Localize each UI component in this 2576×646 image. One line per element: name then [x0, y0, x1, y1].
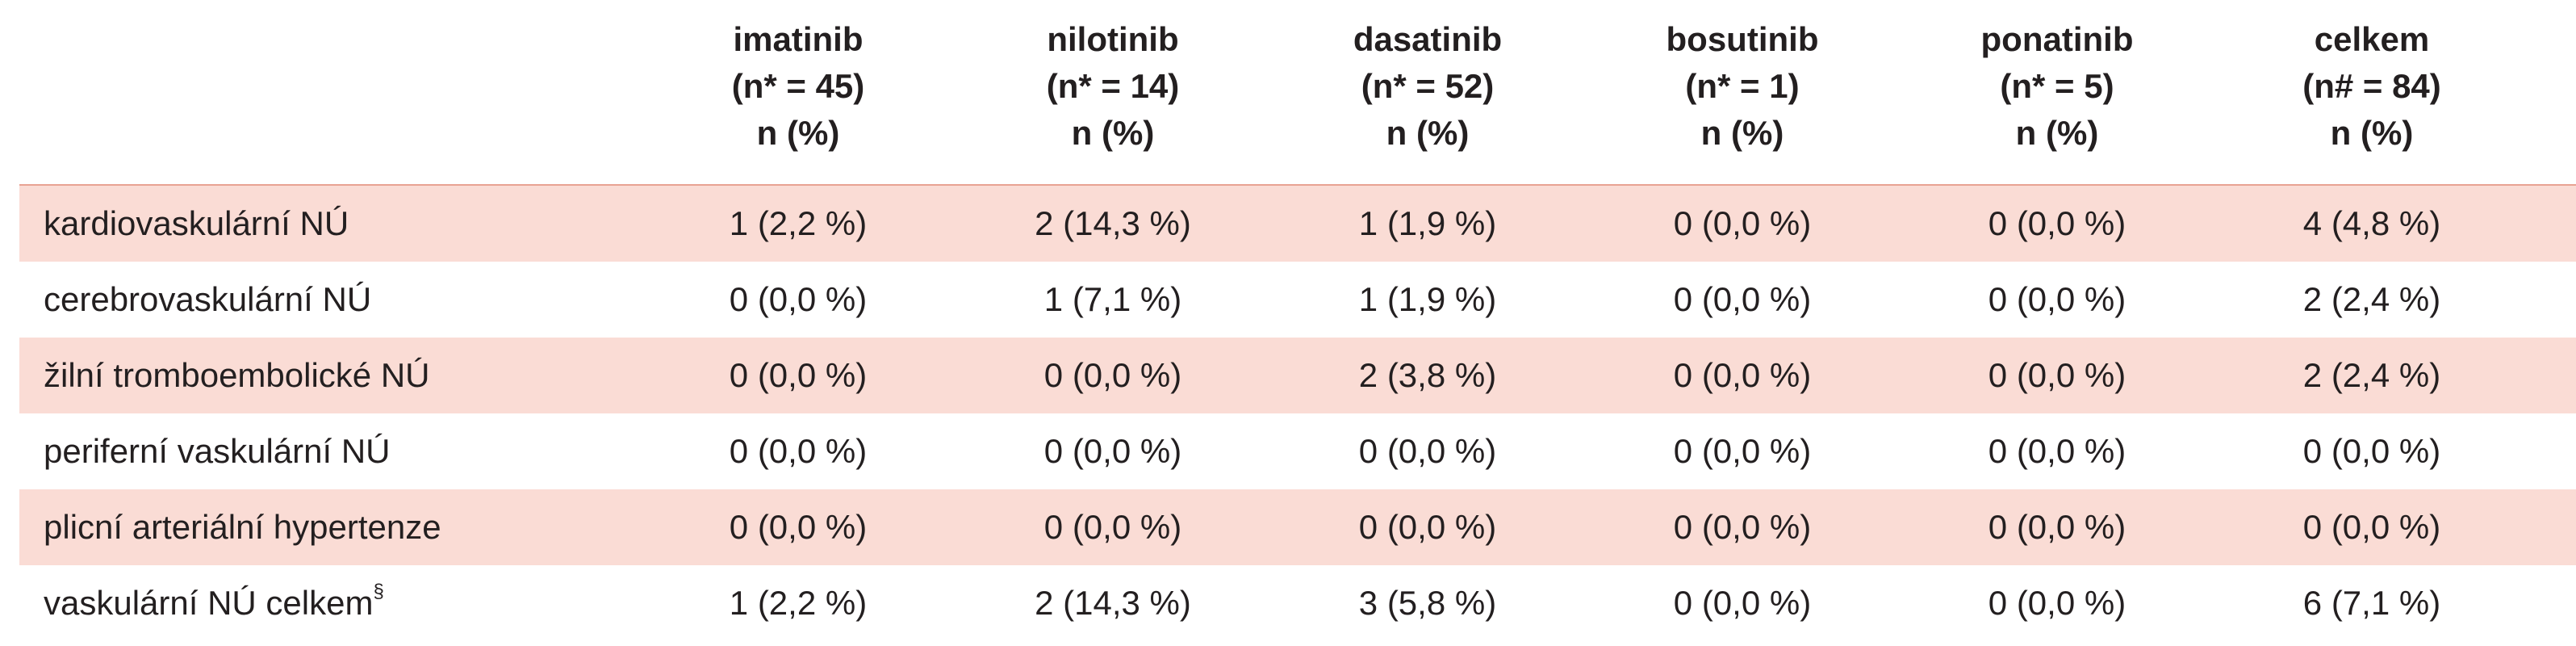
column-unit: n (%)	[756, 114, 840, 152]
table-cell: 4 (4,8 %)	[2302, 204, 2441, 242]
table-cell: 6 (7,1 %)	[2302, 584, 2441, 622]
table-cell: 0 (0,0 %)	[2302, 432, 2441, 470]
column-header-dasatinib: dasatinib (n* = 52) n (%)	[1307, 16, 1549, 157]
table-cell: 0 (0,0 %)	[729, 508, 868, 546]
table-cell: 0 (0,0 %)	[1043, 356, 1182, 394]
column-drug-name: dasatinib	[1353, 20, 1503, 58]
table-cell: 1 (1,9 %)	[1358, 204, 1497, 242]
table-row: cerebrovaskulární NÚ 0 (0,0 %) 1 (7,1 %)…	[19, 262, 2576, 338]
column-header-nilotinib: nilotinib (n* = 14) n (%)	[992, 16, 1234, 157]
row-label: cerebrovaskulární NÚ	[44, 280, 372, 318]
table-cell: 2 (2,4 %)	[2302, 280, 2441, 318]
table-header: imatinib (n* = 45) n (%) nilotinib (n* =…	[0, 0, 2576, 184]
table-cell: 1 (2,2 %)	[729, 204, 868, 242]
header-divider	[19, 184, 2576, 186]
row-label: plicní arteriální hypertenze	[44, 508, 441, 546]
column-header-bosutinib: bosutinib (n* = 1) n (%)	[1621, 16, 1863, 157]
table-cell: 1 (2,2 %)	[729, 584, 868, 622]
table-cell: 0 (0,0 %)	[1673, 508, 1812, 546]
table-row: vaskulární NÚ celkem§ 1 (2,2 %) 2 (14,3 …	[19, 565, 2576, 641]
column-drug-name: bosutinib	[1666, 20, 1819, 58]
table-cell: 0 (0,0 %)	[1988, 432, 2126, 470]
column-unit: n (%)	[1386, 114, 1470, 152]
table-row: plicní arteriální hypertenze 0 (0,0 %) 0…	[19, 489, 2576, 565]
table-cell: 1 (7,1 %)	[1043, 280, 1182, 318]
table-cell: 1 (1,9 %)	[1358, 280, 1497, 318]
column-header-celkem: celkem (n# = 84) n (%)	[2251, 16, 2493, 157]
table-cell: 0 (0,0 %)	[1988, 508, 2126, 546]
footnote-mark: §	[373, 581, 384, 602]
column-sample-size: (n* = 52)	[1361, 67, 1495, 105]
table-cell: 2 (14,3 %)	[1035, 584, 1191, 622]
table-cell: 0 (0,0 %)	[729, 432, 868, 470]
column-sample-size: (n* = 14)	[1046, 67, 1180, 105]
row-label: žilní tromboembolické NÚ	[44, 356, 430, 394]
table-row: kardiovaskulární NÚ 1 (2,2 %) 2 (14,3 %)…	[19, 186, 2576, 262]
row-label: vaskulární NÚ celkem§	[44, 581, 384, 623]
column-drug-name: celkem	[2314, 20, 2430, 58]
table-cell: 2 (14,3 %)	[1035, 204, 1191, 242]
table-cell: 0 (0,0 %)	[1673, 356, 1812, 394]
table-cell: 0 (0,0 %)	[1043, 432, 1182, 470]
table-cell: 0 (0,0 %)	[729, 280, 868, 318]
table-cell: 0 (0,0 %)	[1673, 280, 1812, 318]
table-row: periferní vaskulární NÚ 0 (0,0 %) 0 (0,0…	[19, 413, 2576, 489]
table-cell: 0 (0,0 %)	[1988, 204, 2126, 242]
table-cell: 3 (5,8 %)	[1358, 584, 1497, 622]
column-header-imatinib: imatinib (n* = 45) n (%)	[677, 16, 919, 157]
column-unit: n (%)	[1700, 114, 1784, 152]
table-row: žilní tromboembolické NÚ 0 (0,0 %) 0 (0,…	[19, 338, 2576, 413]
table-cell: 0 (0,0 %)	[1673, 204, 1812, 242]
column-drug-name: nilotinib	[1047, 20, 1179, 58]
column-header-ponatinib: ponatinib (n* = 5) n (%)	[1936, 16, 2178, 157]
column-unit: n (%)	[2330, 114, 2414, 152]
table-cell: 0 (0,0 %)	[729, 356, 868, 394]
table-cell: 0 (0,0 %)	[1673, 584, 1812, 622]
row-label: kardiovaskulární NÚ	[44, 204, 349, 242]
table-cell: 0 (0,0 %)	[2302, 508, 2441, 546]
column-drug-name: imatinib	[733, 20, 864, 58]
table-cell: 0 (0,0 %)	[1358, 508, 1497, 546]
column-unit: n (%)	[1071, 114, 1155, 152]
column-sample-size: (n# = 84)	[2302, 67, 2441, 105]
column-sample-size: (n* = 45)	[731, 67, 865, 105]
column-drug-name: ponatinib	[1980, 20, 2134, 58]
table-cell: 2 (2,4 %)	[2302, 356, 2441, 394]
table-cell: 2 (3,8 %)	[1358, 356, 1497, 394]
row-label: periferní vaskulární NÚ	[44, 432, 391, 470]
table-cell: 0 (0,0 %)	[1673, 432, 1812, 470]
table-cell: 0 (0,0 %)	[1988, 584, 2126, 622]
table-cell: 0 (0,0 %)	[1358, 432, 1497, 470]
column-sample-size: (n* = 5)	[2000, 67, 2114, 105]
table-cell: 0 (0,0 %)	[1988, 280, 2126, 318]
column-unit: n (%)	[2015, 114, 2099, 152]
table-cell: 0 (0,0 %)	[1988, 356, 2126, 394]
column-sample-size: (n* = 1)	[1685, 67, 1800, 105]
table-cell: 0 (0,0 %)	[1043, 508, 1182, 546]
